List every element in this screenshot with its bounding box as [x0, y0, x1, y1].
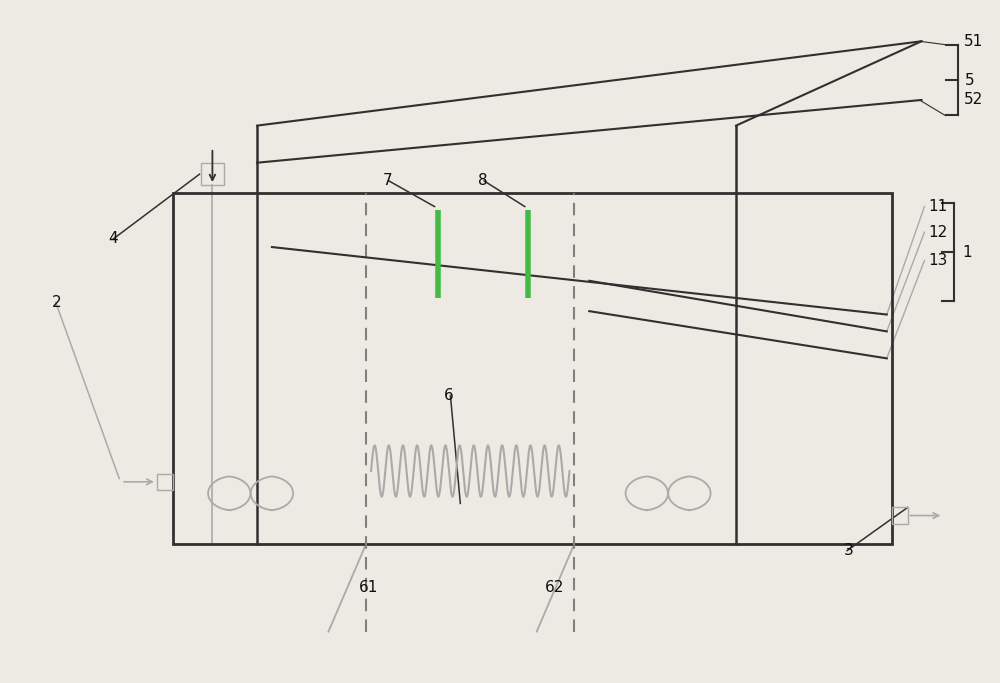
Text: 7: 7 [383, 173, 393, 189]
Text: 62: 62 [545, 581, 564, 596]
Text: 51: 51 [964, 33, 983, 48]
Text: 61: 61 [359, 581, 379, 596]
Text: 1: 1 [962, 245, 972, 260]
Bar [173, 193, 892, 544]
Text: 13: 13 [928, 253, 948, 268]
Bar [157, 474, 173, 490]
Text: 3: 3 [844, 543, 854, 558]
Text: 6: 6 [443, 388, 453, 403]
Text: 11: 11 [928, 199, 948, 214]
Bar [201, 163, 224, 185]
Text: 4: 4 [108, 232, 118, 247]
Text: 2: 2 [52, 295, 61, 310]
Text: 52: 52 [964, 92, 983, 107]
Text: 8: 8 [478, 173, 488, 189]
Text: 12: 12 [928, 225, 948, 240]
Bar [892, 507, 908, 524]
Text: 5: 5 [965, 72, 975, 87]
